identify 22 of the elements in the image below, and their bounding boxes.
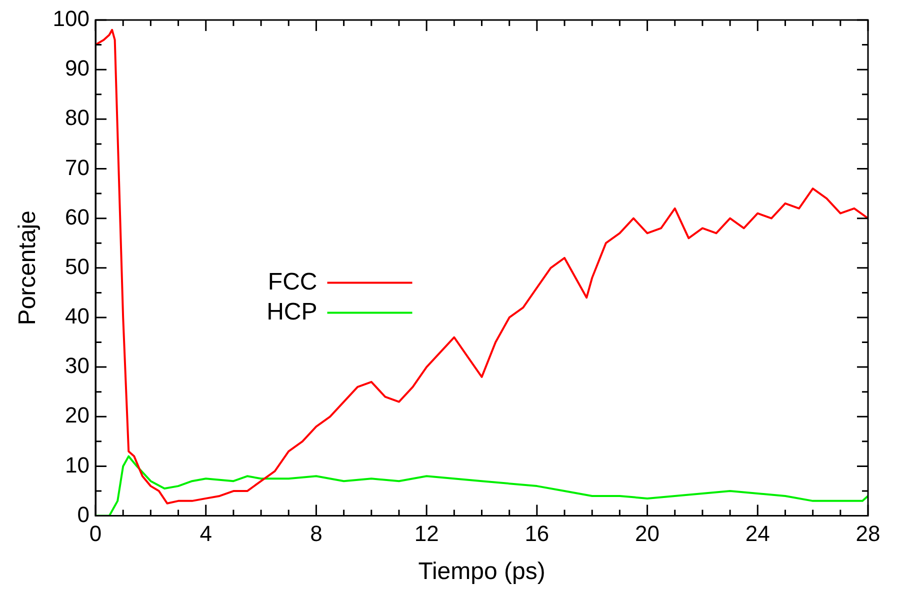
x-tick-label: 8 [310, 521, 322, 546]
x-tick-label: 28 [856, 521, 880, 546]
y-tick-label: 60 [65, 204, 90, 230]
y-tick-label: 30 [65, 353, 90, 378]
x-tick-label: 24 [745, 521, 770, 546]
x-tick-label: 12 [414, 521, 439, 546]
legend-label: FCC [268, 268, 318, 296]
legend-label: HCP [266, 298, 318, 326]
y-tick-label: 40 [65, 304, 90, 329]
y-tick-label: 80 [65, 105, 90, 130]
x-axis-title: Tiempo (ps) [418, 558, 546, 586]
y-tick-label: 50 [65, 254, 90, 279]
y-tick-label: 20 [65, 402, 90, 428]
x-tick-label: 20 [635, 521, 660, 546]
y-tick-label: 90 [65, 56, 90, 81]
y-tick-label: 10 [65, 452, 90, 478]
y-axis-title: Porcentaje [14, 210, 42, 326]
x-tick-label: 4 [200, 521, 212, 546]
x-tick-label: 16 [524, 521, 550, 546]
y-tick-label: 0 [77, 502, 90, 527]
y-tick-label: 70 [65, 154, 90, 180]
y-tick-label: 100 [52, 6, 90, 32]
